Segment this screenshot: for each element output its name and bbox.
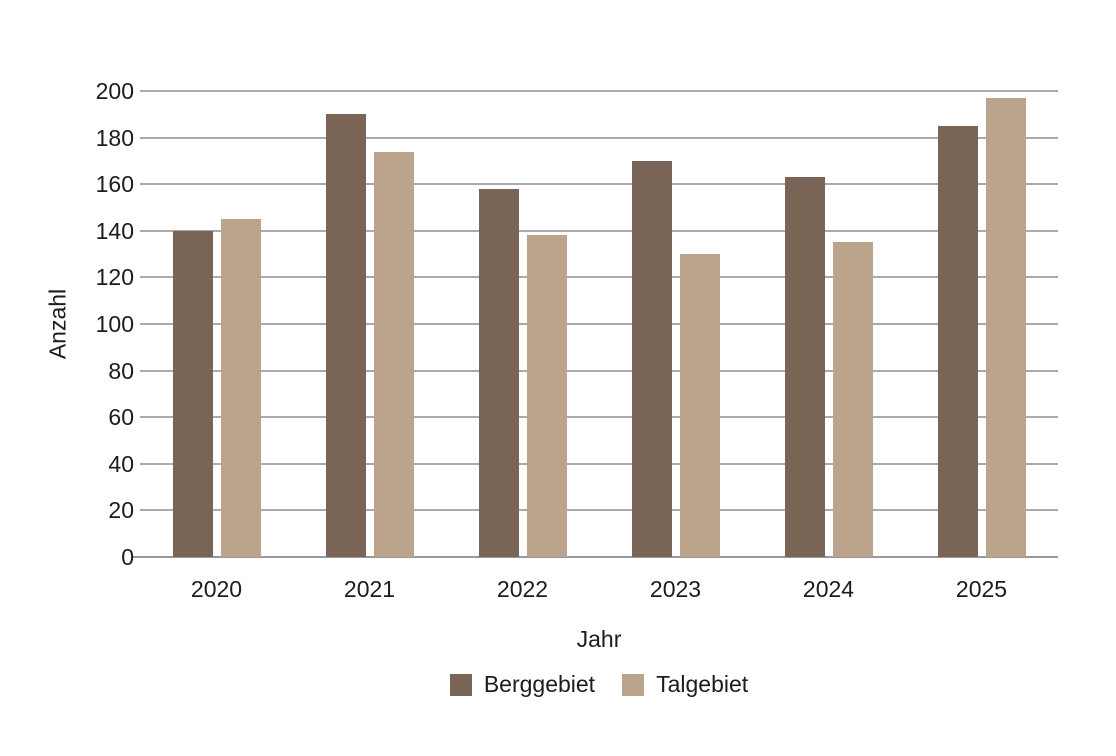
plot-area bbox=[133, 90, 1058, 558]
y-tick-label-100: 100 bbox=[95, 311, 134, 337]
y-tick-label-140: 140 bbox=[95, 217, 134, 244]
gridline-y-20 bbox=[140, 509, 1058, 512]
gridline-y-160 bbox=[140, 183, 1058, 186]
x-tick-label-2021: 2021 bbox=[343, 576, 396, 602]
y-tick-label-80: 80 bbox=[108, 357, 134, 384]
bar-berggebiet-2024 bbox=[784, 177, 825, 557]
gridline-y-60 bbox=[140, 416, 1058, 419]
bar-talgebiet-2025 bbox=[985, 98, 1026, 557]
gridline-y-180 bbox=[140, 136, 1058, 139]
bar-berggebiet-2020 bbox=[172, 230, 213, 557]
y-tick-label-160: 160 bbox=[95, 171, 134, 198]
gridline-y-40 bbox=[140, 462, 1058, 465]
bar-talgebiet-2022 bbox=[526, 235, 567, 557]
gridline-y-80 bbox=[140, 369, 1058, 372]
x-axis-line bbox=[133, 556, 1058, 558]
legend-item-talgebiet: Talgebiet bbox=[622, 671, 748, 698]
y-tick-label-40: 40 bbox=[108, 450, 134, 477]
y-tick-label-60: 60 bbox=[108, 404, 134, 431]
gridline-y-100 bbox=[140, 323, 1058, 325]
legend-item-berggebiet: Berggebiet bbox=[449, 671, 596, 698]
legend-label-berggebiet: Berggebiet bbox=[483, 671, 596, 697]
y-tick-label-200: 200 bbox=[95, 78, 134, 104]
y-tick-label-0: 0 bbox=[121, 544, 134, 570]
y-tick-label-120: 120 bbox=[95, 264, 134, 291]
x-tick-label-2023: 2023 bbox=[649, 576, 702, 602]
x-tick-label-2024: 2024 bbox=[802, 576, 855, 602]
legend: Berggebiet Talgebiet bbox=[140, 671, 1058, 698]
bar-berggebiet-2021 bbox=[325, 114, 366, 557]
legend-swatch-talgebiet bbox=[622, 673, 645, 696]
bar-talgebiet-2021 bbox=[373, 151, 414, 557]
legend-swatch-berggebiet bbox=[449, 673, 472, 696]
y-tick-label-180: 180 bbox=[95, 124, 134, 151]
bar-berggebiet-2025 bbox=[937, 125, 978, 557]
legend-label-talgebiet: Talgebiet bbox=[656, 671, 749, 697]
bar-talgebiet-2023 bbox=[679, 254, 720, 557]
bar-talgebiet-2024 bbox=[832, 242, 873, 557]
x-axis-title: Jahr bbox=[576, 626, 622, 652]
bar-berggebiet-2022 bbox=[478, 188, 519, 557]
x-tick-label-2022: 2022 bbox=[496, 576, 549, 602]
bar-berggebiet-2023 bbox=[631, 160, 672, 557]
gridline-y-140 bbox=[140, 229, 1058, 232]
x-tick-label-2025: 2025 bbox=[955, 576, 1008, 602]
x-tick-label-2020: 2020 bbox=[190, 576, 243, 602]
bar-talgebiet-2020 bbox=[220, 219, 261, 557]
y-tick-label-20: 20 bbox=[108, 497, 134, 524]
gridline-y-120 bbox=[140, 276, 1058, 279]
gridline-y-200 bbox=[140, 90, 1058, 92]
